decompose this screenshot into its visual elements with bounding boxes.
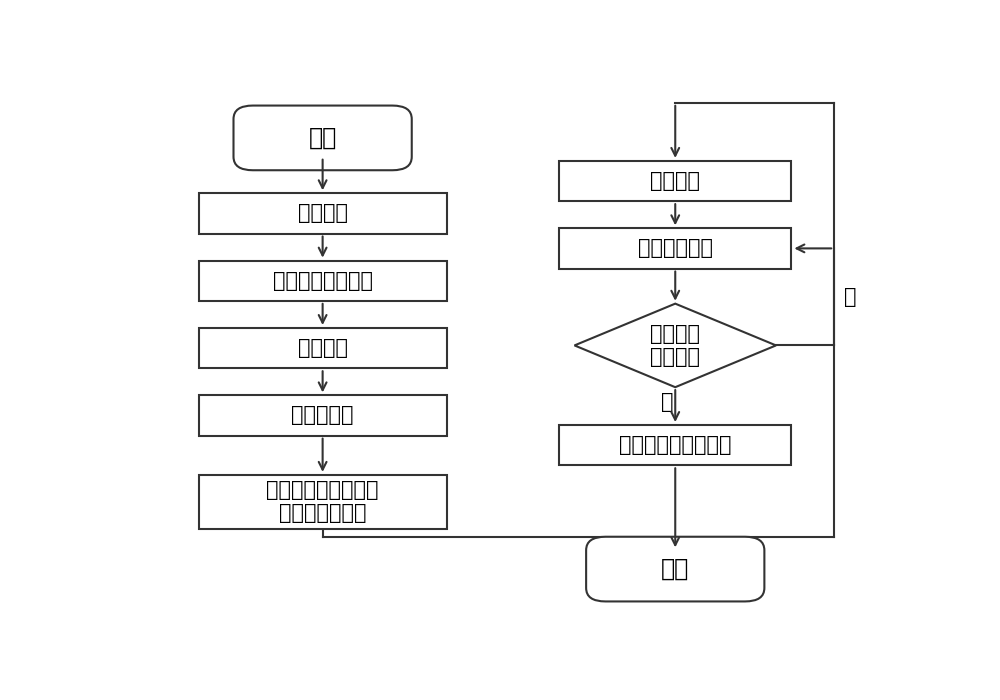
FancyBboxPatch shape <box>199 395 447 435</box>
FancyBboxPatch shape <box>234 106 412 170</box>
Text: 传送衬底: 传送衬底 <box>298 338 348 358</box>
Text: 降温，放气，取样品: 降温，放气，取样品 <box>619 435 732 455</box>
Text: 结束: 结束 <box>661 557 689 581</box>
Text: 开始: 开始 <box>308 126 337 150</box>
FancyBboxPatch shape <box>559 425 791 466</box>
Text: 抽本底真空: 抽本底真空 <box>291 405 354 426</box>
Text: 是: 是 <box>661 392 674 412</box>
FancyBboxPatch shape <box>199 475 447 528</box>
Text: 加热衬底: 加热衬底 <box>650 171 700 191</box>
Text: 调整加热台面位置: 调整加热台面位置 <box>273 271 373 290</box>
Text: 通入氮气和氩气，调
整流量比和压强: 通入氮气和氩气，调 整流量比和压强 <box>266 480 379 524</box>
Text: 是否达到
目标厚度: 是否达到 目标厚度 <box>650 324 700 367</box>
Text: 清洗衬底: 清洗衬底 <box>298 204 348 223</box>
FancyBboxPatch shape <box>199 328 447 368</box>
Polygon shape <box>574 304 776 387</box>
FancyBboxPatch shape <box>199 193 447 234</box>
FancyBboxPatch shape <box>559 228 791 269</box>
FancyBboxPatch shape <box>199 260 447 301</box>
Text: 否: 否 <box>844 287 857 307</box>
FancyBboxPatch shape <box>559 161 791 201</box>
FancyBboxPatch shape <box>586 537 764 601</box>
Text: 直流磁控溅射: 直流磁控溅射 <box>638 239 713 258</box>
